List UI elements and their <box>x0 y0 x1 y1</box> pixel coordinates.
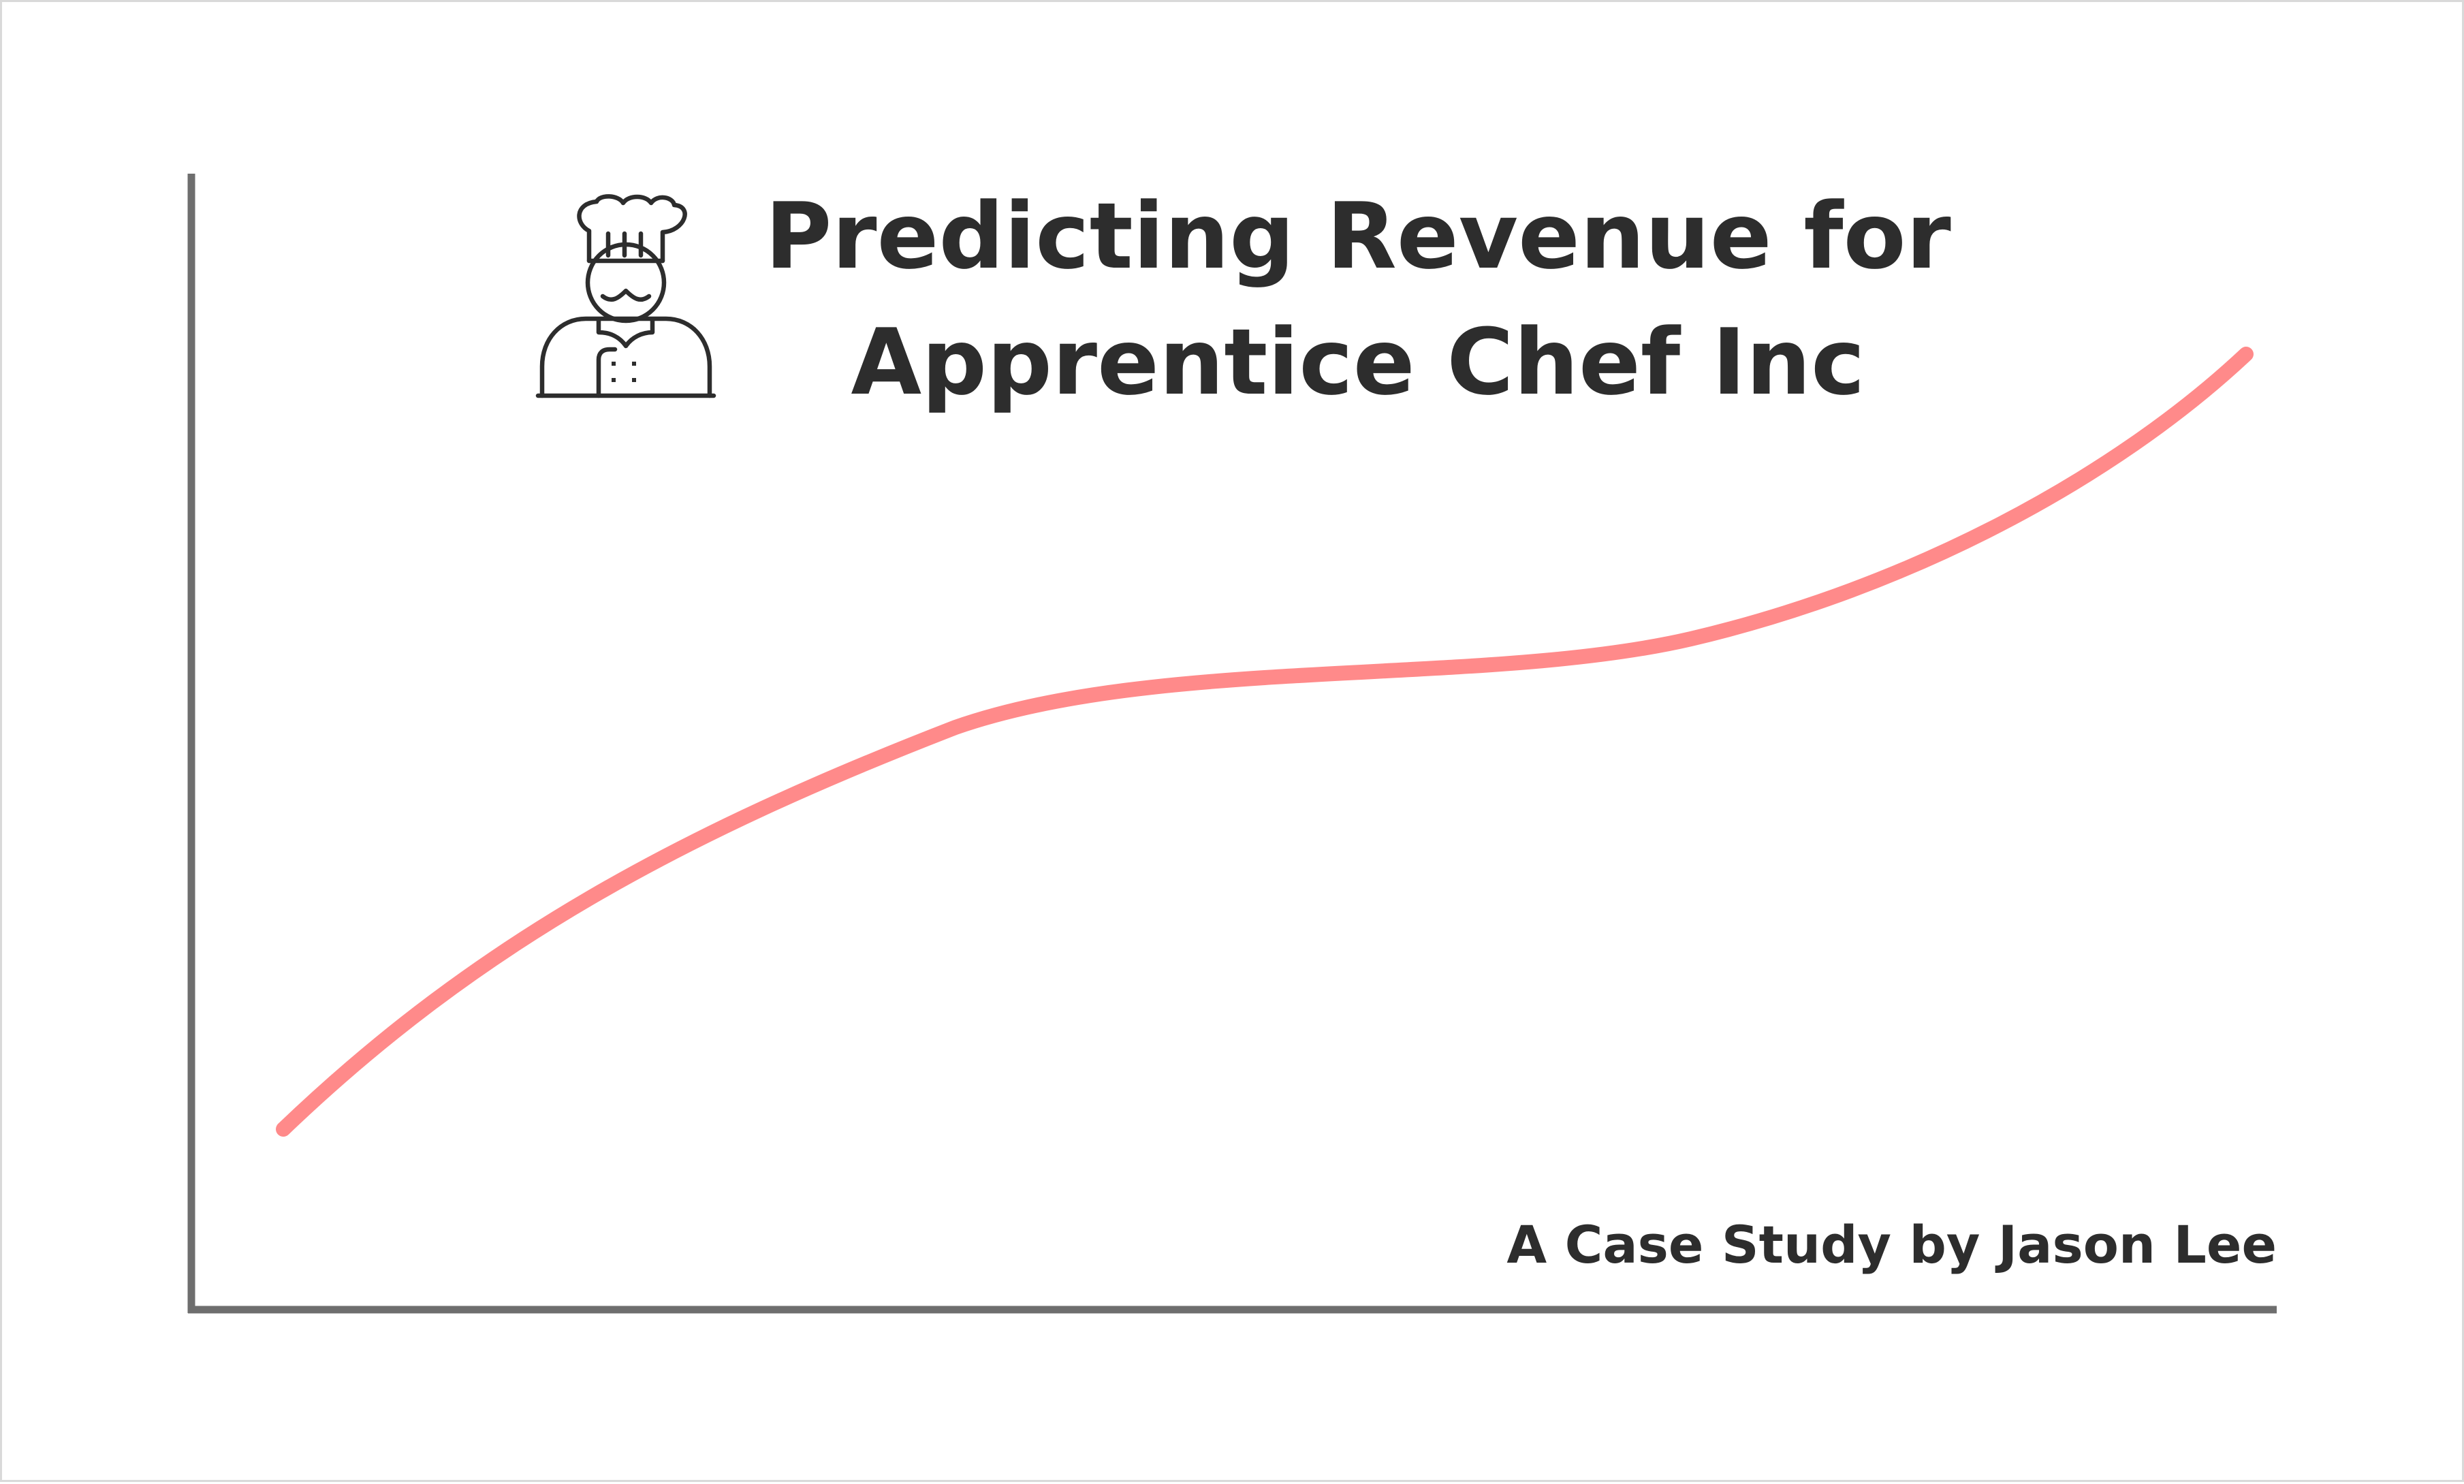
trend-curve <box>276 347 2254 1137</box>
title-line-2: Apprentice Chef Inc <box>851 309 1865 415</box>
chef-icon <box>535 194 716 398</box>
byline: A Case Study by Jason Lee <box>1506 1214 2277 1275</box>
title-line-1: Predicting Revenue for <box>765 183 1951 289</box>
